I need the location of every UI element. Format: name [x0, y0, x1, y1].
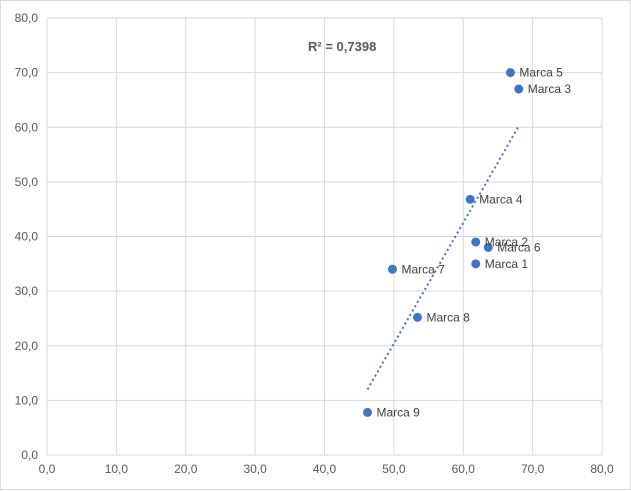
data-point — [412, 312, 422, 322]
point-label: Marca 8 — [426, 310, 470, 324]
axis-tick-labels: 0,0 10,0 20,0 30,0 40,0 50,0 60,0 70,0 80,0 0,0 10… — [15, 11, 614, 476]
gridlines — [46, 17, 603, 456]
point-label: Marca 4 — [479, 192, 523, 206]
point-label: Marca 7 — [401, 262, 445, 276]
point-label: Marca 3 — [528, 82, 572, 96]
trendline-layer — [366, 125, 520, 390]
linear-trendline — [366, 125, 520, 390]
y-tick-label: 10,0 — [15, 393, 39, 407]
data-point — [465, 194, 475, 204]
point-label: Marca 2 — [485, 235, 529, 249]
x-tick-label: 60,0 — [452, 462, 476, 476]
x-tick-label: 70,0 — [521, 462, 545, 476]
data-point — [387, 264, 397, 274]
point-label: Marca 5 — [519, 66, 563, 80]
y-tick-label: 40,0 — [15, 230, 39, 244]
r-squared-annotation: R² = 0,7398 — [308, 39, 376, 54]
point-label: Marca 9 — [377, 405, 421, 419]
y-tick-label: 20,0 — [15, 339, 39, 353]
y-tick-label: 60,0 — [15, 120, 39, 134]
x-tick-label: 30,0 — [243, 462, 267, 476]
x-tick-label: 20,0 — [174, 462, 198, 476]
data-point — [505, 68, 515, 78]
data-point — [514, 84, 524, 94]
point-label: Marca 1 — [485, 257, 529, 271]
x-tick-label: 0,0 — [39, 462, 56, 476]
y-tick-label: 0,0 — [21, 448, 38, 462]
data-point — [363, 407, 373, 417]
x-tick-label: 40,0 — [313, 462, 337, 476]
data-point — [483, 242, 493, 252]
y-tick-label: 50,0 — [15, 175, 39, 189]
data-points — [363, 68, 524, 417]
data-labels: Marca 1 Marca 2 Marca 3 Marca 4 Marca 5 Marca… — [377, 66, 572, 420]
data-point — [471, 259, 481, 269]
y-tick-label: 80,0 — [15, 11, 39, 25]
x-tick-label: 10,0 — [105, 462, 129, 476]
x-tick-label: 50,0 — [382, 462, 406, 476]
y-tick-label: 30,0 — [15, 284, 39, 298]
y-tick-label: 70,0 — [15, 66, 39, 80]
data-point — [471, 237, 481, 247]
x-tick-label: 80,0 — [590, 462, 614, 476]
point-label: Marca 6 — [497, 240, 541, 254]
